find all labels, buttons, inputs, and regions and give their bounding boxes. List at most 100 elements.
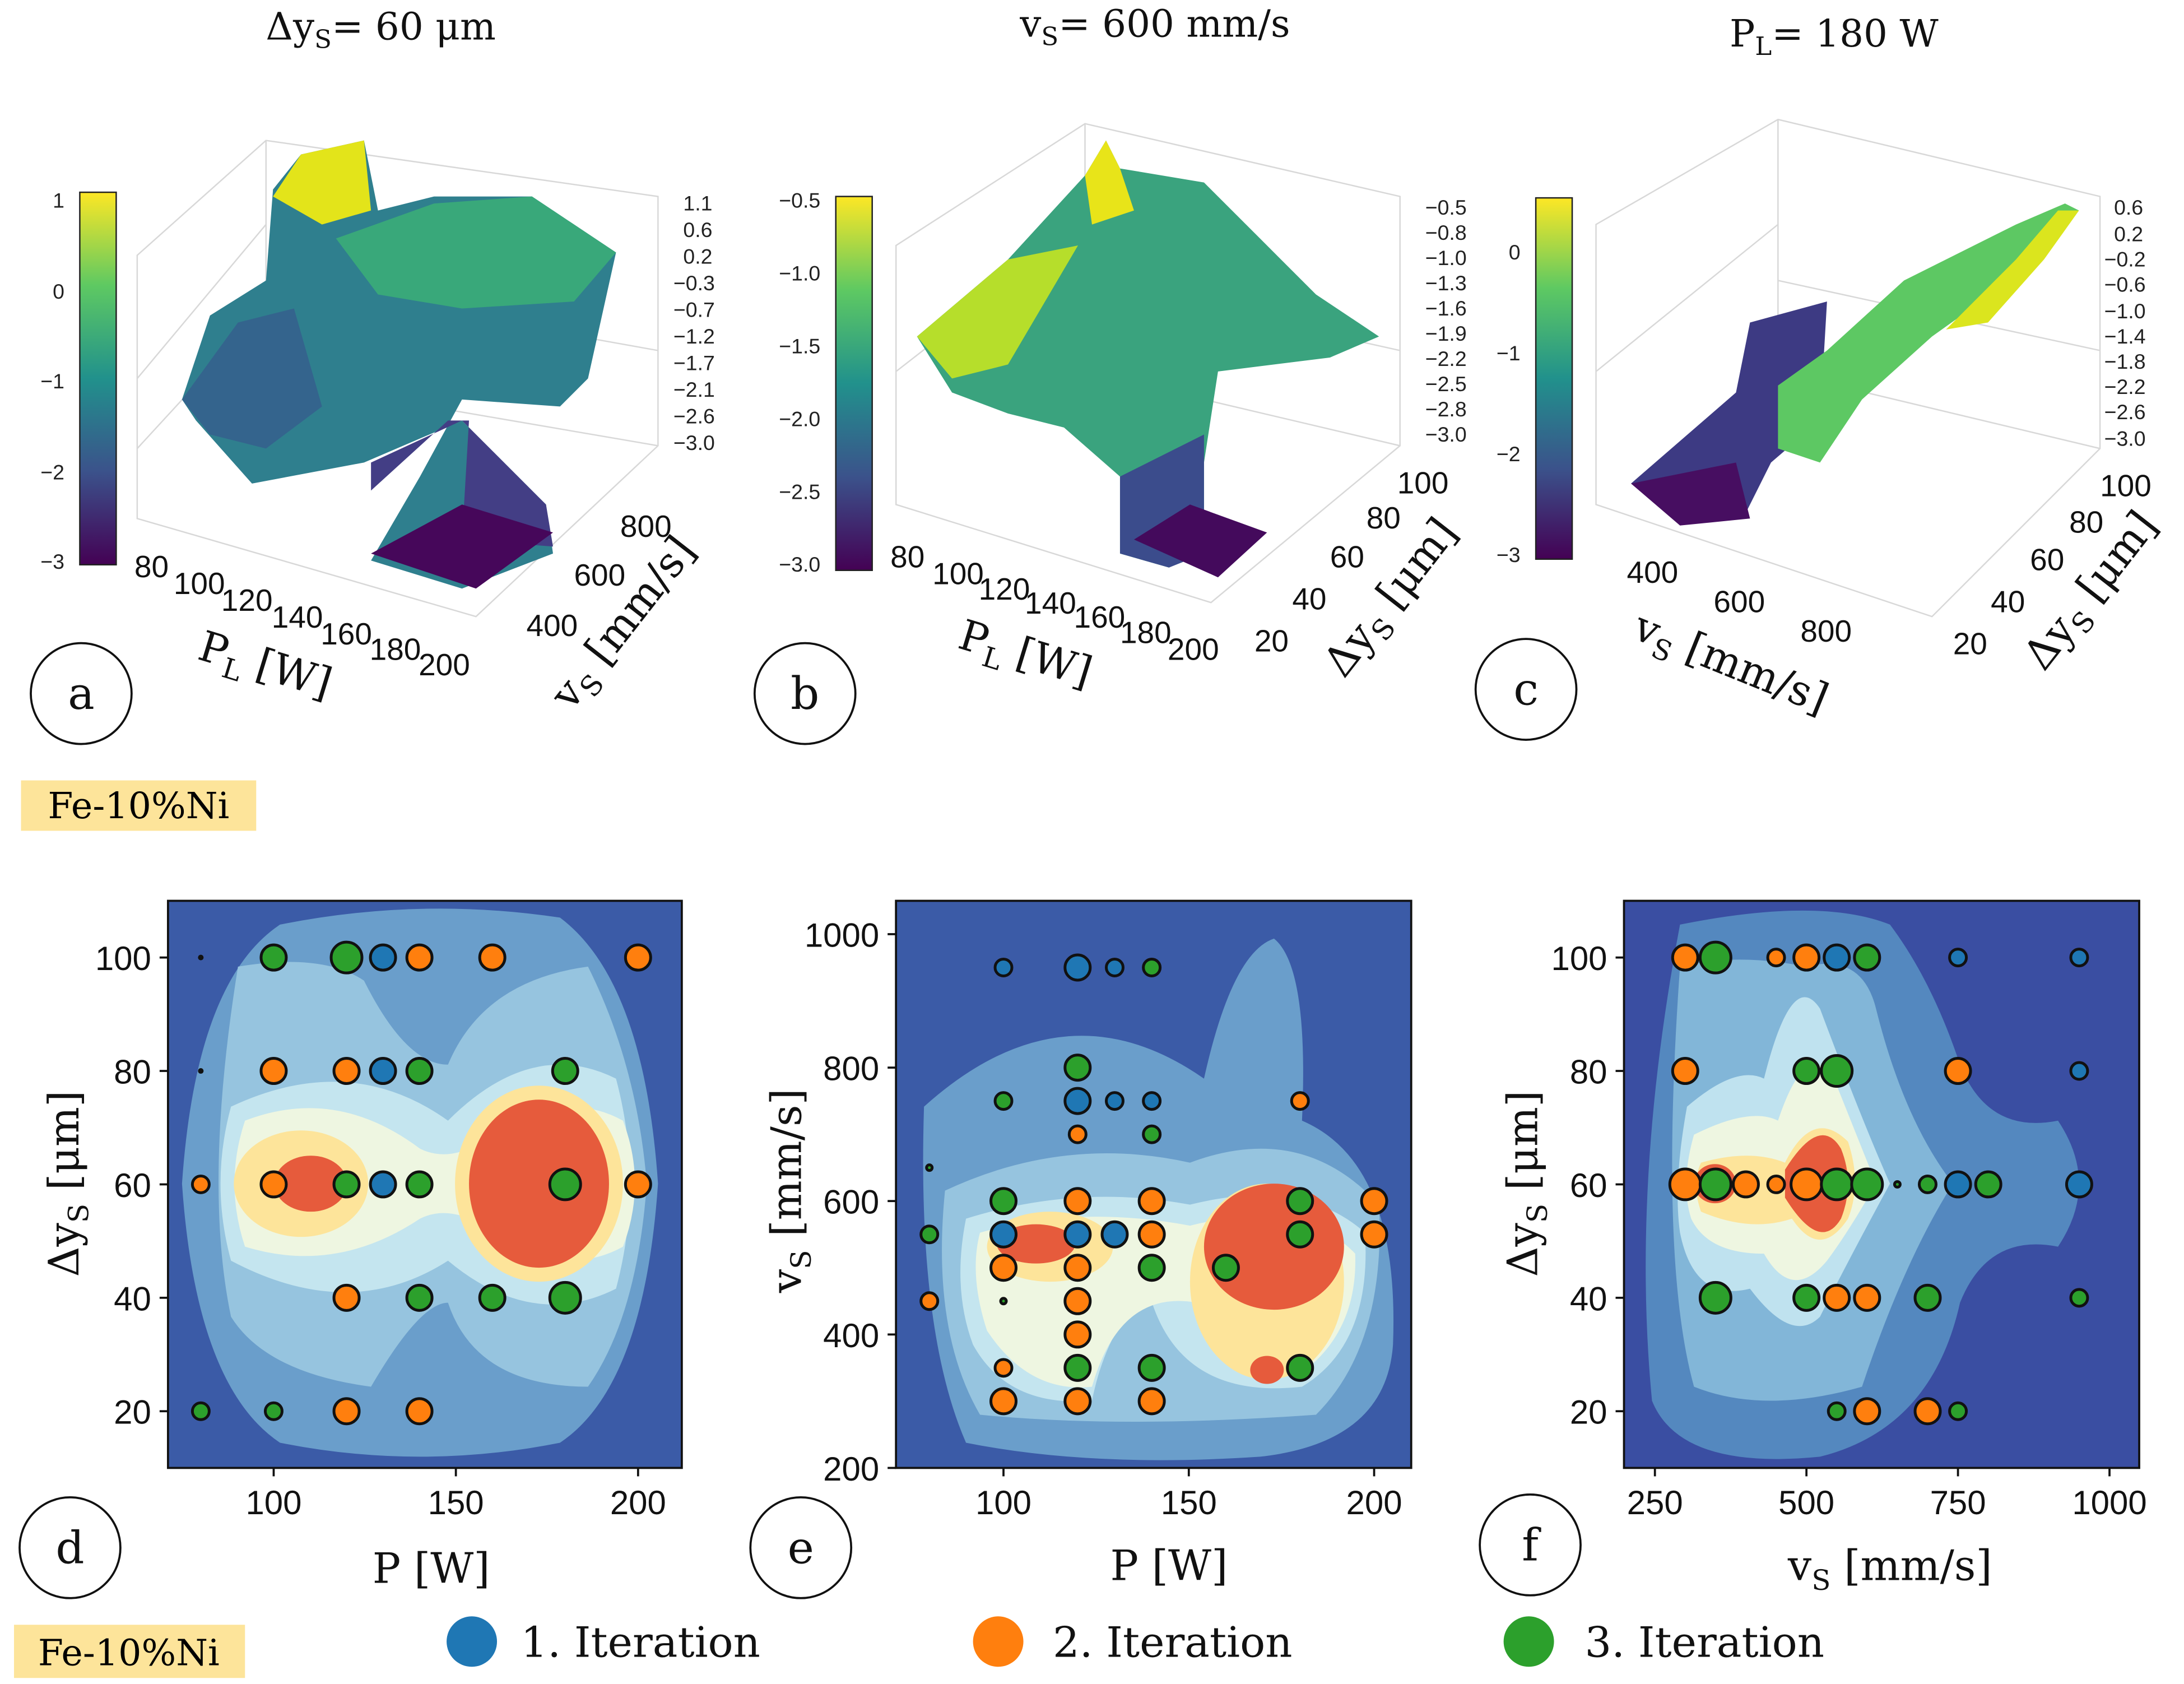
colorbar-tick: 0 xyxy=(1509,240,1521,264)
data-point-iteration-2 xyxy=(1853,1397,1881,1426)
x-axis-label: PL [W] xyxy=(191,621,337,714)
y-tick-label: 1000 xyxy=(805,916,879,954)
data-point-iteration-3 xyxy=(1698,940,1732,975)
y-axis-label-f: ΔyS [μm] xyxy=(1498,1091,1554,1277)
y-tick-label: 80 xyxy=(1570,1054,1607,1091)
x-tick: 80 xyxy=(890,540,924,574)
data-point-iteration-2 xyxy=(1137,1187,1166,1216)
data-point-iteration-2 xyxy=(259,1170,288,1199)
data-point-iteration-3 xyxy=(999,1297,1008,1306)
data-point-iteration-1 xyxy=(1100,1220,1129,1249)
x-tick: 200 xyxy=(1168,632,1219,667)
y-axis-label-d: ΔyS [μm] xyxy=(39,1091,95,1277)
data-point-iteration-2 xyxy=(1063,1387,1092,1416)
z-tick: −1.4 xyxy=(2104,324,2146,348)
colorbar-tick: −2.0 xyxy=(779,407,820,430)
data-point-iteration-3 xyxy=(551,1057,579,1085)
data-point-iteration-3 xyxy=(1820,1167,1854,1201)
data-point-iteration-3 xyxy=(1286,1353,1314,1382)
surface-c xyxy=(1631,203,2079,526)
y-tick: 20 xyxy=(1254,624,1289,658)
data-point-iteration-1 xyxy=(1063,1220,1092,1249)
material-tag: Fe-10%Ni xyxy=(48,785,229,827)
data-point-iteration-3 xyxy=(2069,1288,2089,1308)
data-point-iteration-3 xyxy=(1698,1281,1732,1315)
x-tick: 180 xyxy=(370,632,421,667)
colorbar-tick: −3 xyxy=(40,550,64,573)
data-point-iteration-1 xyxy=(1104,1091,1124,1111)
data-point-iteration-1 xyxy=(989,1220,1018,1249)
z-tick: −2.5 xyxy=(1425,372,1467,396)
data-point-iteration-1 xyxy=(2069,1061,2089,1081)
z-tick: −1.8 xyxy=(2104,350,2146,373)
colorbar-tick: −1.0 xyxy=(779,262,820,285)
data-point-iteration-2 xyxy=(1063,1187,1092,1216)
title-b: vS= 600 mm/s xyxy=(1019,2,1290,52)
data-point-iteration-1 xyxy=(1063,1087,1092,1115)
data-point-iteration-3 xyxy=(405,1283,434,1312)
data-point-iteration-2 xyxy=(1137,1387,1166,1416)
x-tick: 140 xyxy=(272,600,323,634)
y-tick: 800 xyxy=(620,509,672,544)
x-tick-label: 250 xyxy=(1627,1484,1683,1521)
data-point-iteration-3 xyxy=(1850,1167,1884,1201)
colorbar-b xyxy=(835,196,873,571)
panel-label-b: b xyxy=(791,667,819,720)
data-point-iteration-2 xyxy=(1792,943,1821,972)
data-point-iteration-2 xyxy=(332,1283,361,1312)
y-tick-label: 80 xyxy=(114,1054,151,1091)
data-point-iteration-2 xyxy=(1360,1220,1388,1249)
colorbar-tick: 0 xyxy=(53,280,64,303)
y-tick: 80 xyxy=(1367,500,1401,535)
y-tick-label: 40 xyxy=(114,1280,151,1317)
colorbar-tick: −1 xyxy=(1497,341,1521,365)
data-point-iteration-3 xyxy=(1137,1353,1166,1382)
data-point-iteration-2 xyxy=(190,1174,211,1194)
y-tick: 40 xyxy=(1292,582,1326,616)
x-tick: 120 xyxy=(221,583,273,618)
data-point-iteration-2 xyxy=(1290,1091,1310,1111)
x-tick-label: 100 xyxy=(245,1484,301,1521)
data-point-iteration-1 xyxy=(369,1170,397,1199)
data-point-iteration-2 xyxy=(624,943,652,972)
z-tick: −0.7 xyxy=(673,298,715,321)
data-point xyxy=(198,1068,204,1074)
z-tick: −1.7 xyxy=(673,351,715,374)
y-tick-label: 100 xyxy=(1551,940,1607,977)
data-point-iteration-2 xyxy=(1766,1174,1786,1194)
y-tick-label: 20 xyxy=(1570,1394,1607,1431)
x-tick-label: 1000 xyxy=(2072,1484,2146,1521)
x-tick: 100 xyxy=(932,556,984,591)
data-point-iteration-2 xyxy=(1944,1057,1972,1085)
z-tick: −0.6 xyxy=(2104,273,2146,296)
z-tick: 0.6 xyxy=(683,218,712,242)
data-point-iteration-3 xyxy=(1893,1180,1902,1189)
y-tick-label: 200 xyxy=(823,1450,879,1488)
data-point-iteration-1 xyxy=(369,1057,397,1085)
colorbar-tick: −0.5 xyxy=(779,189,820,212)
data-point-iteration-2 xyxy=(1671,1057,1699,1085)
z-tick: 1.1 xyxy=(683,192,712,215)
colorbar-tick: 1 xyxy=(53,189,64,212)
data-point-iteration-3 xyxy=(1918,1174,1937,1194)
x-tick: 160 xyxy=(320,616,372,651)
x-tick-label: 500 xyxy=(1778,1484,1834,1521)
data-point-iteration-3 xyxy=(1853,943,1881,972)
y-tick-label: 600 xyxy=(823,1184,879,1221)
density-contour-e xyxy=(896,901,1411,1468)
z-tick: −2.6 xyxy=(2104,400,2146,424)
data-point-iteration-3 xyxy=(548,1167,582,1201)
data-point-iteration-3 xyxy=(190,1401,211,1421)
colorbar-tick: −1.5 xyxy=(779,334,820,358)
data-point-iteration-3 xyxy=(1792,1283,1821,1312)
colorbar-tick: −3 xyxy=(1497,543,1521,567)
data-point-iteration-3 xyxy=(1137,1254,1166,1282)
legend: 1. Iteration 2. Iteration 3. Iteration xyxy=(447,1616,1824,1667)
data-point-iteration-2 xyxy=(1671,943,1699,972)
x-axis-label: PL [W] xyxy=(951,610,1098,703)
y-axis-label-e: vS [mm/s] xyxy=(761,1088,817,1293)
colorbar-c xyxy=(1535,197,1573,560)
data-point-iteration-2 xyxy=(1731,1170,1760,1199)
data-point-iteration-3 xyxy=(1820,1054,1854,1088)
y-tick: 100 xyxy=(2100,468,2152,503)
